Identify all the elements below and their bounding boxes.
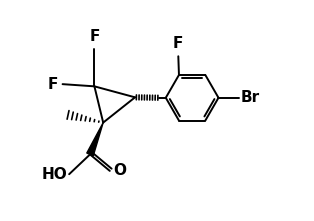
Text: Br: Br <box>241 90 260 105</box>
Text: O: O <box>113 163 126 178</box>
Text: F: F <box>173 36 183 51</box>
Polygon shape <box>87 123 103 156</box>
Text: F: F <box>89 29 100 44</box>
Text: HO: HO <box>42 167 68 182</box>
Text: F: F <box>48 77 58 92</box>
